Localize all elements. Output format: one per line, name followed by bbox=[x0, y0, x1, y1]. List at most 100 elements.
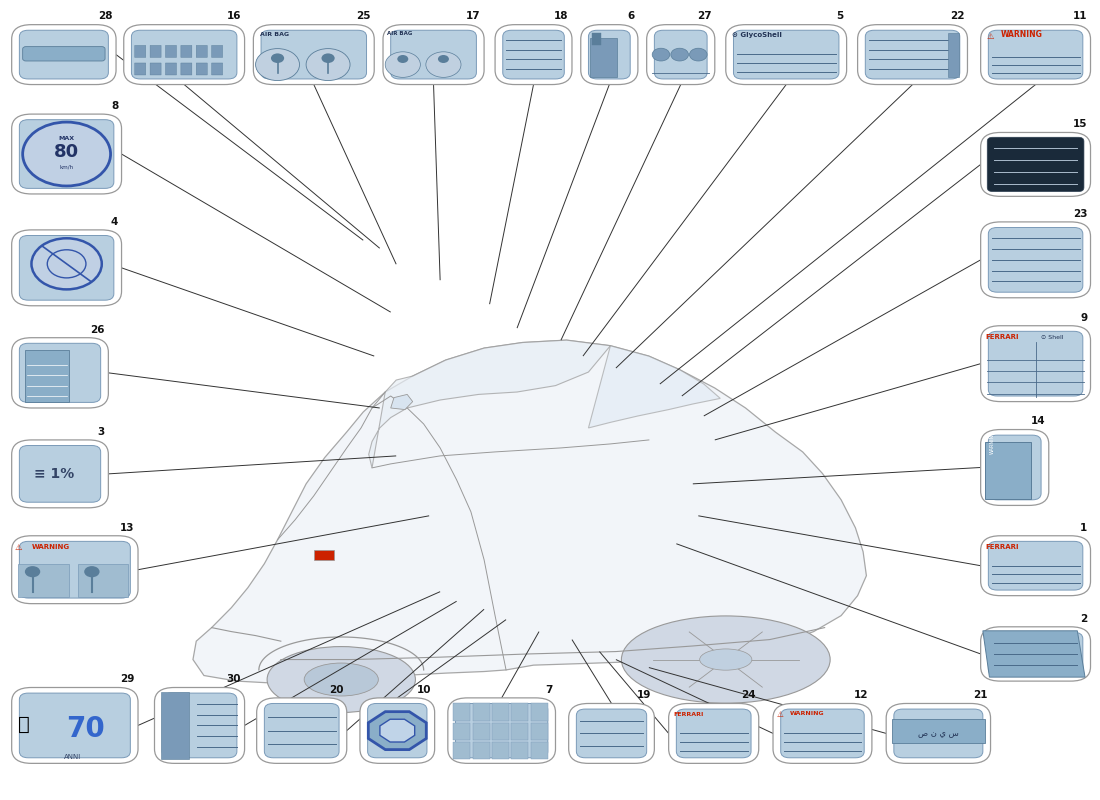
Bar bbox=[892, 719, 986, 743]
Text: MAX: MAX bbox=[58, 136, 75, 141]
Text: 9: 9 bbox=[1080, 313, 1087, 322]
Text: 13: 13 bbox=[120, 522, 134, 533]
FancyBboxPatch shape bbox=[887, 703, 990, 763]
FancyBboxPatch shape bbox=[150, 46, 161, 58]
Ellipse shape bbox=[621, 616, 830, 703]
FancyBboxPatch shape bbox=[987, 138, 1084, 191]
Polygon shape bbox=[368, 340, 610, 468]
Bar bbox=[473, 703, 490, 721]
Circle shape bbox=[438, 55, 449, 63]
Bar bbox=[530, 703, 548, 721]
Text: 29: 29 bbox=[120, 674, 134, 684]
Text: WARNING: WARNING bbox=[790, 711, 824, 717]
FancyBboxPatch shape bbox=[20, 446, 101, 502]
Circle shape bbox=[23, 122, 111, 186]
Text: 15: 15 bbox=[1072, 119, 1087, 130]
Text: 21: 21 bbox=[972, 690, 987, 700]
Text: ANNI: ANNI bbox=[65, 754, 81, 760]
Text: ص ن ي س: ص ن ي س bbox=[917, 729, 959, 738]
FancyBboxPatch shape bbox=[988, 138, 1082, 190]
Ellipse shape bbox=[267, 646, 416, 713]
Text: ⊙ GlycoShell: ⊙ GlycoShell bbox=[733, 33, 782, 38]
FancyBboxPatch shape bbox=[154, 687, 244, 763]
FancyBboxPatch shape bbox=[12, 114, 121, 194]
Text: 28: 28 bbox=[98, 11, 113, 22]
Bar bbox=[492, 703, 509, 721]
FancyBboxPatch shape bbox=[256, 698, 346, 763]
FancyBboxPatch shape bbox=[988, 331, 1082, 396]
FancyBboxPatch shape bbox=[569, 703, 654, 763]
FancyBboxPatch shape bbox=[390, 30, 476, 79]
Polygon shape bbox=[983, 630, 1085, 677]
FancyBboxPatch shape bbox=[134, 63, 145, 75]
Polygon shape bbox=[588, 346, 720, 428]
FancyBboxPatch shape bbox=[211, 63, 222, 75]
FancyBboxPatch shape bbox=[264, 703, 339, 758]
Ellipse shape bbox=[305, 663, 378, 696]
Text: 8: 8 bbox=[111, 101, 118, 111]
Text: 30: 30 bbox=[227, 674, 241, 684]
FancyBboxPatch shape bbox=[726, 25, 847, 85]
FancyBboxPatch shape bbox=[988, 435, 1041, 500]
Text: ⚠: ⚠ bbox=[986, 32, 993, 41]
FancyBboxPatch shape bbox=[165, 46, 176, 58]
FancyBboxPatch shape bbox=[495, 25, 572, 85]
FancyBboxPatch shape bbox=[211, 46, 222, 58]
Text: 4: 4 bbox=[111, 217, 118, 226]
FancyBboxPatch shape bbox=[988, 542, 1082, 590]
Polygon shape bbox=[379, 719, 415, 742]
Text: 20: 20 bbox=[329, 685, 343, 694]
FancyBboxPatch shape bbox=[23, 46, 106, 61]
FancyBboxPatch shape bbox=[165, 63, 176, 75]
Text: AIR BAG: AIR BAG bbox=[260, 32, 289, 37]
FancyBboxPatch shape bbox=[196, 63, 207, 75]
Text: FERRARI: FERRARI bbox=[986, 334, 1019, 339]
Bar bbox=[78, 564, 128, 598]
Text: 3: 3 bbox=[98, 426, 106, 437]
Text: 7: 7 bbox=[544, 685, 552, 694]
Circle shape bbox=[255, 49, 299, 81]
Text: 18: 18 bbox=[554, 11, 569, 22]
Ellipse shape bbox=[700, 649, 752, 670]
Polygon shape bbox=[192, 340, 867, 683]
FancyBboxPatch shape bbox=[20, 235, 114, 300]
FancyBboxPatch shape bbox=[734, 30, 839, 79]
Circle shape bbox=[306, 49, 350, 81]
Bar bbox=[512, 703, 528, 721]
Text: 26: 26 bbox=[90, 325, 106, 334]
Circle shape bbox=[25, 566, 41, 578]
Text: 5: 5 bbox=[836, 11, 844, 22]
FancyBboxPatch shape bbox=[12, 440, 109, 508]
FancyBboxPatch shape bbox=[988, 30, 1082, 79]
FancyBboxPatch shape bbox=[981, 222, 1090, 298]
Text: 80: 80 bbox=[54, 143, 79, 162]
Text: 22: 22 bbox=[949, 11, 965, 22]
Bar bbox=[453, 722, 471, 740]
FancyBboxPatch shape bbox=[20, 30, 109, 79]
Bar bbox=[592, 34, 601, 45]
Text: 16: 16 bbox=[227, 11, 241, 22]
Bar bbox=[590, 38, 617, 77]
Bar bbox=[530, 742, 548, 759]
Text: ≡ 1%: ≡ 1% bbox=[34, 467, 75, 481]
FancyBboxPatch shape bbox=[669, 703, 759, 763]
Circle shape bbox=[85, 566, 100, 578]
Text: 23: 23 bbox=[1072, 209, 1087, 218]
FancyBboxPatch shape bbox=[676, 709, 751, 758]
Bar bbox=[453, 742, 471, 759]
Circle shape bbox=[271, 54, 284, 63]
FancyBboxPatch shape bbox=[150, 63, 161, 75]
Text: ⊙ Shell: ⊙ Shell bbox=[1041, 334, 1064, 339]
FancyBboxPatch shape bbox=[773, 703, 872, 763]
Bar bbox=[161, 692, 188, 758]
FancyBboxPatch shape bbox=[196, 46, 207, 58]
Text: 27: 27 bbox=[697, 11, 712, 22]
Text: 2: 2 bbox=[1080, 614, 1087, 624]
Text: 19: 19 bbox=[637, 690, 651, 700]
Text: 1: 1 bbox=[1080, 522, 1087, 533]
FancyBboxPatch shape bbox=[981, 430, 1048, 506]
FancyBboxPatch shape bbox=[12, 536, 138, 604]
Bar bbox=[986, 442, 1031, 499]
Circle shape bbox=[652, 48, 670, 61]
Text: FERRARI: FERRARI bbox=[986, 543, 1019, 550]
